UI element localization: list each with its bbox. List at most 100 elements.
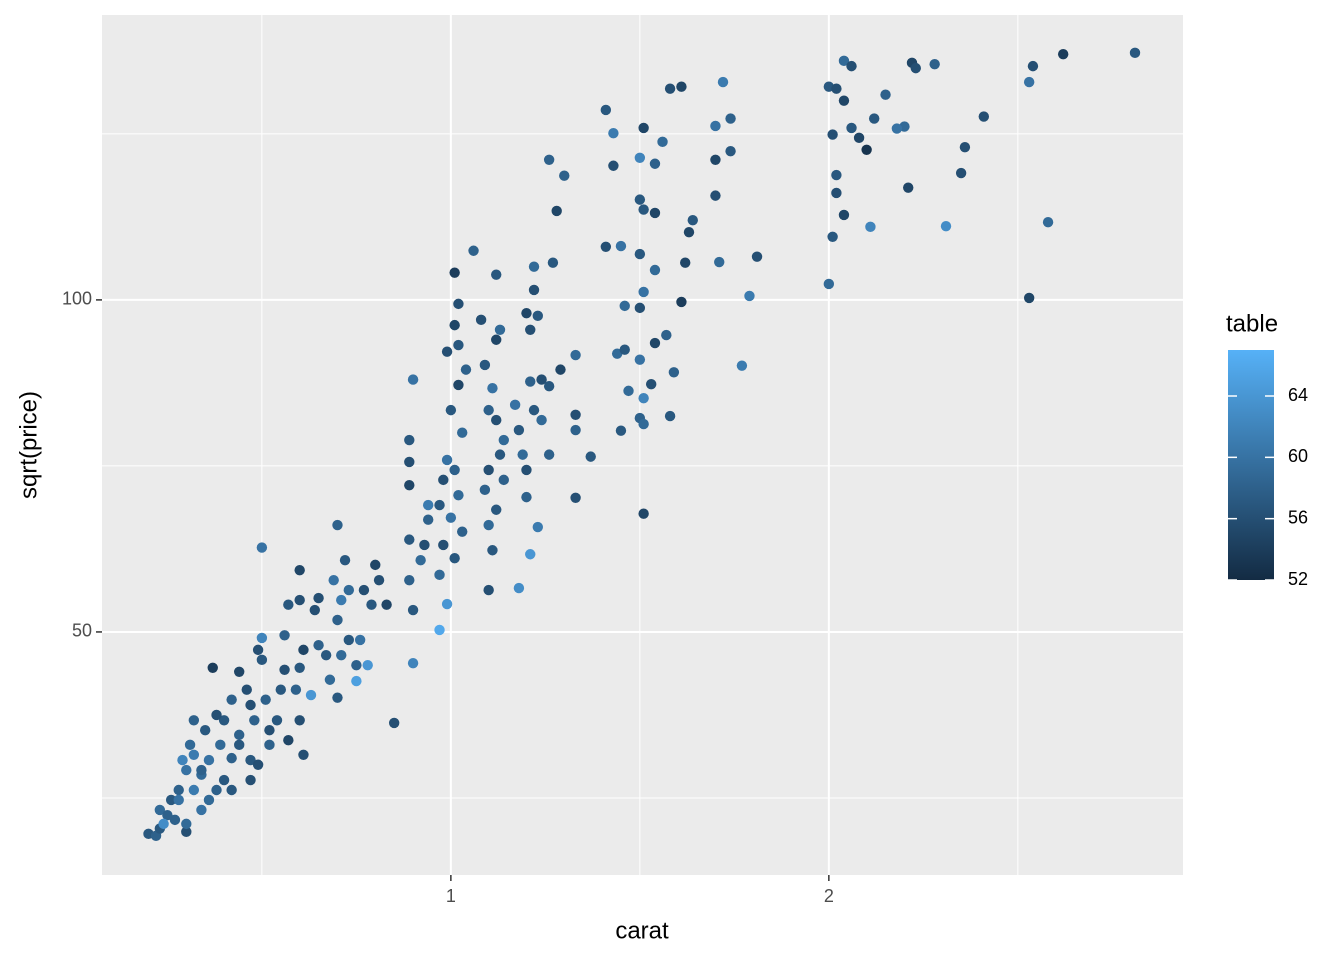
point [891,123,903,134]
point [328,574,339,586]
point [600,241,612,252]
point [445,512,457,523]
point [657,136,668,148]
point [645,379,657,390]
point [487,383,498,394]
colorbar-label: 64 [1288,385,1308,405]
point [479,359,491,371]
point [525,549,536,560]
point [434,499,445,511]
point [362,659,373,671]
point [336,594,347,606]
point [725,113,736,124]
point [279,630,290,641]
point [827,231,838,243]
point [683,226,695,238]
point [381,599,392,610]
point [638,418,649,430]
point [528,261,540,272]
point [498,474,509,486]
point [865,221,876,233]
point [332,614,343,626]
point [453,379,464,391]
point [343,584,355,596]
point [339,555,351,566]
point [234,729,245,741]
point [260,694,271,705]
point [831,83,842,94]
point [181,764,192,776]
point [525,324,536,335]
point [543,449,555,460]
point [351,659,362,671]
point [846,60,857,72]
point [585,451,596,462]
y-axis-title: sqrt(price) [15,391,42,499]
point [619,300,630,312]
point [521,491,532,503]
point [494,449,506,460]
x-tick-label: 2 [824,886,834,906]
point [336,649,347,661]
point [188,749,200,760]
point [415,555,426,566]
x-axis-title: carat [615,917,669,944]
point [388,717,400,729]
point [196,764,207,776]
point [324,674,336,685]
point [491,269,502,280]
point [649,337,661,349]
point [687,215,698,226]
point [827,129,838,140]
point [955,167,967,179]
point [676,81,687,92]
point [978,111,990,122]
point [305,689,317,701]
point [434,569,445,581]
point [532,521,544,533]
point [407,374,419,385]
point [313,592,324,604]
point [283,734,294,746]
point [404,479,415,491]
point [407,657,419,669]
point [354,634,366,646]
point [271,715,283,726]
point [332,692,343,703]
point [494,324,506,335]
point [404,534,415,545]
point [491,504,502,515]
point [173,794,184,806]
point [234,666,245,677]
point [676,296,687,308]
point [441,598,453,610]
point [177,754,188,766]
y-tick-label: 100 [62,289,92,309]
point [264,725,275,736]
point [404,434,415,446]
point [199,725,211,736]
point [298,644,309,656]
point [449,319,460,331]
point [823,278,835,290]
point [1057,48,1069,60]
point [634,152,646,163]
point [623,385,634,397]
point [373,574,385,586]
point [570,349,581,361]
point [559,170,570,181]
point [434,624,445,636]
point [218,715,230,726]
point [256,654,268,666]
x-tick-label: 1 [446,886,456,906]
point [868,113,880,124]
grid [102,15,1183,875]
point [245,754,256,766]
point [929,58,940,70]
point [158,818,169,830]
point [245,699,256,711]
point [736,360,748,371]
point [608,128,619,139]
